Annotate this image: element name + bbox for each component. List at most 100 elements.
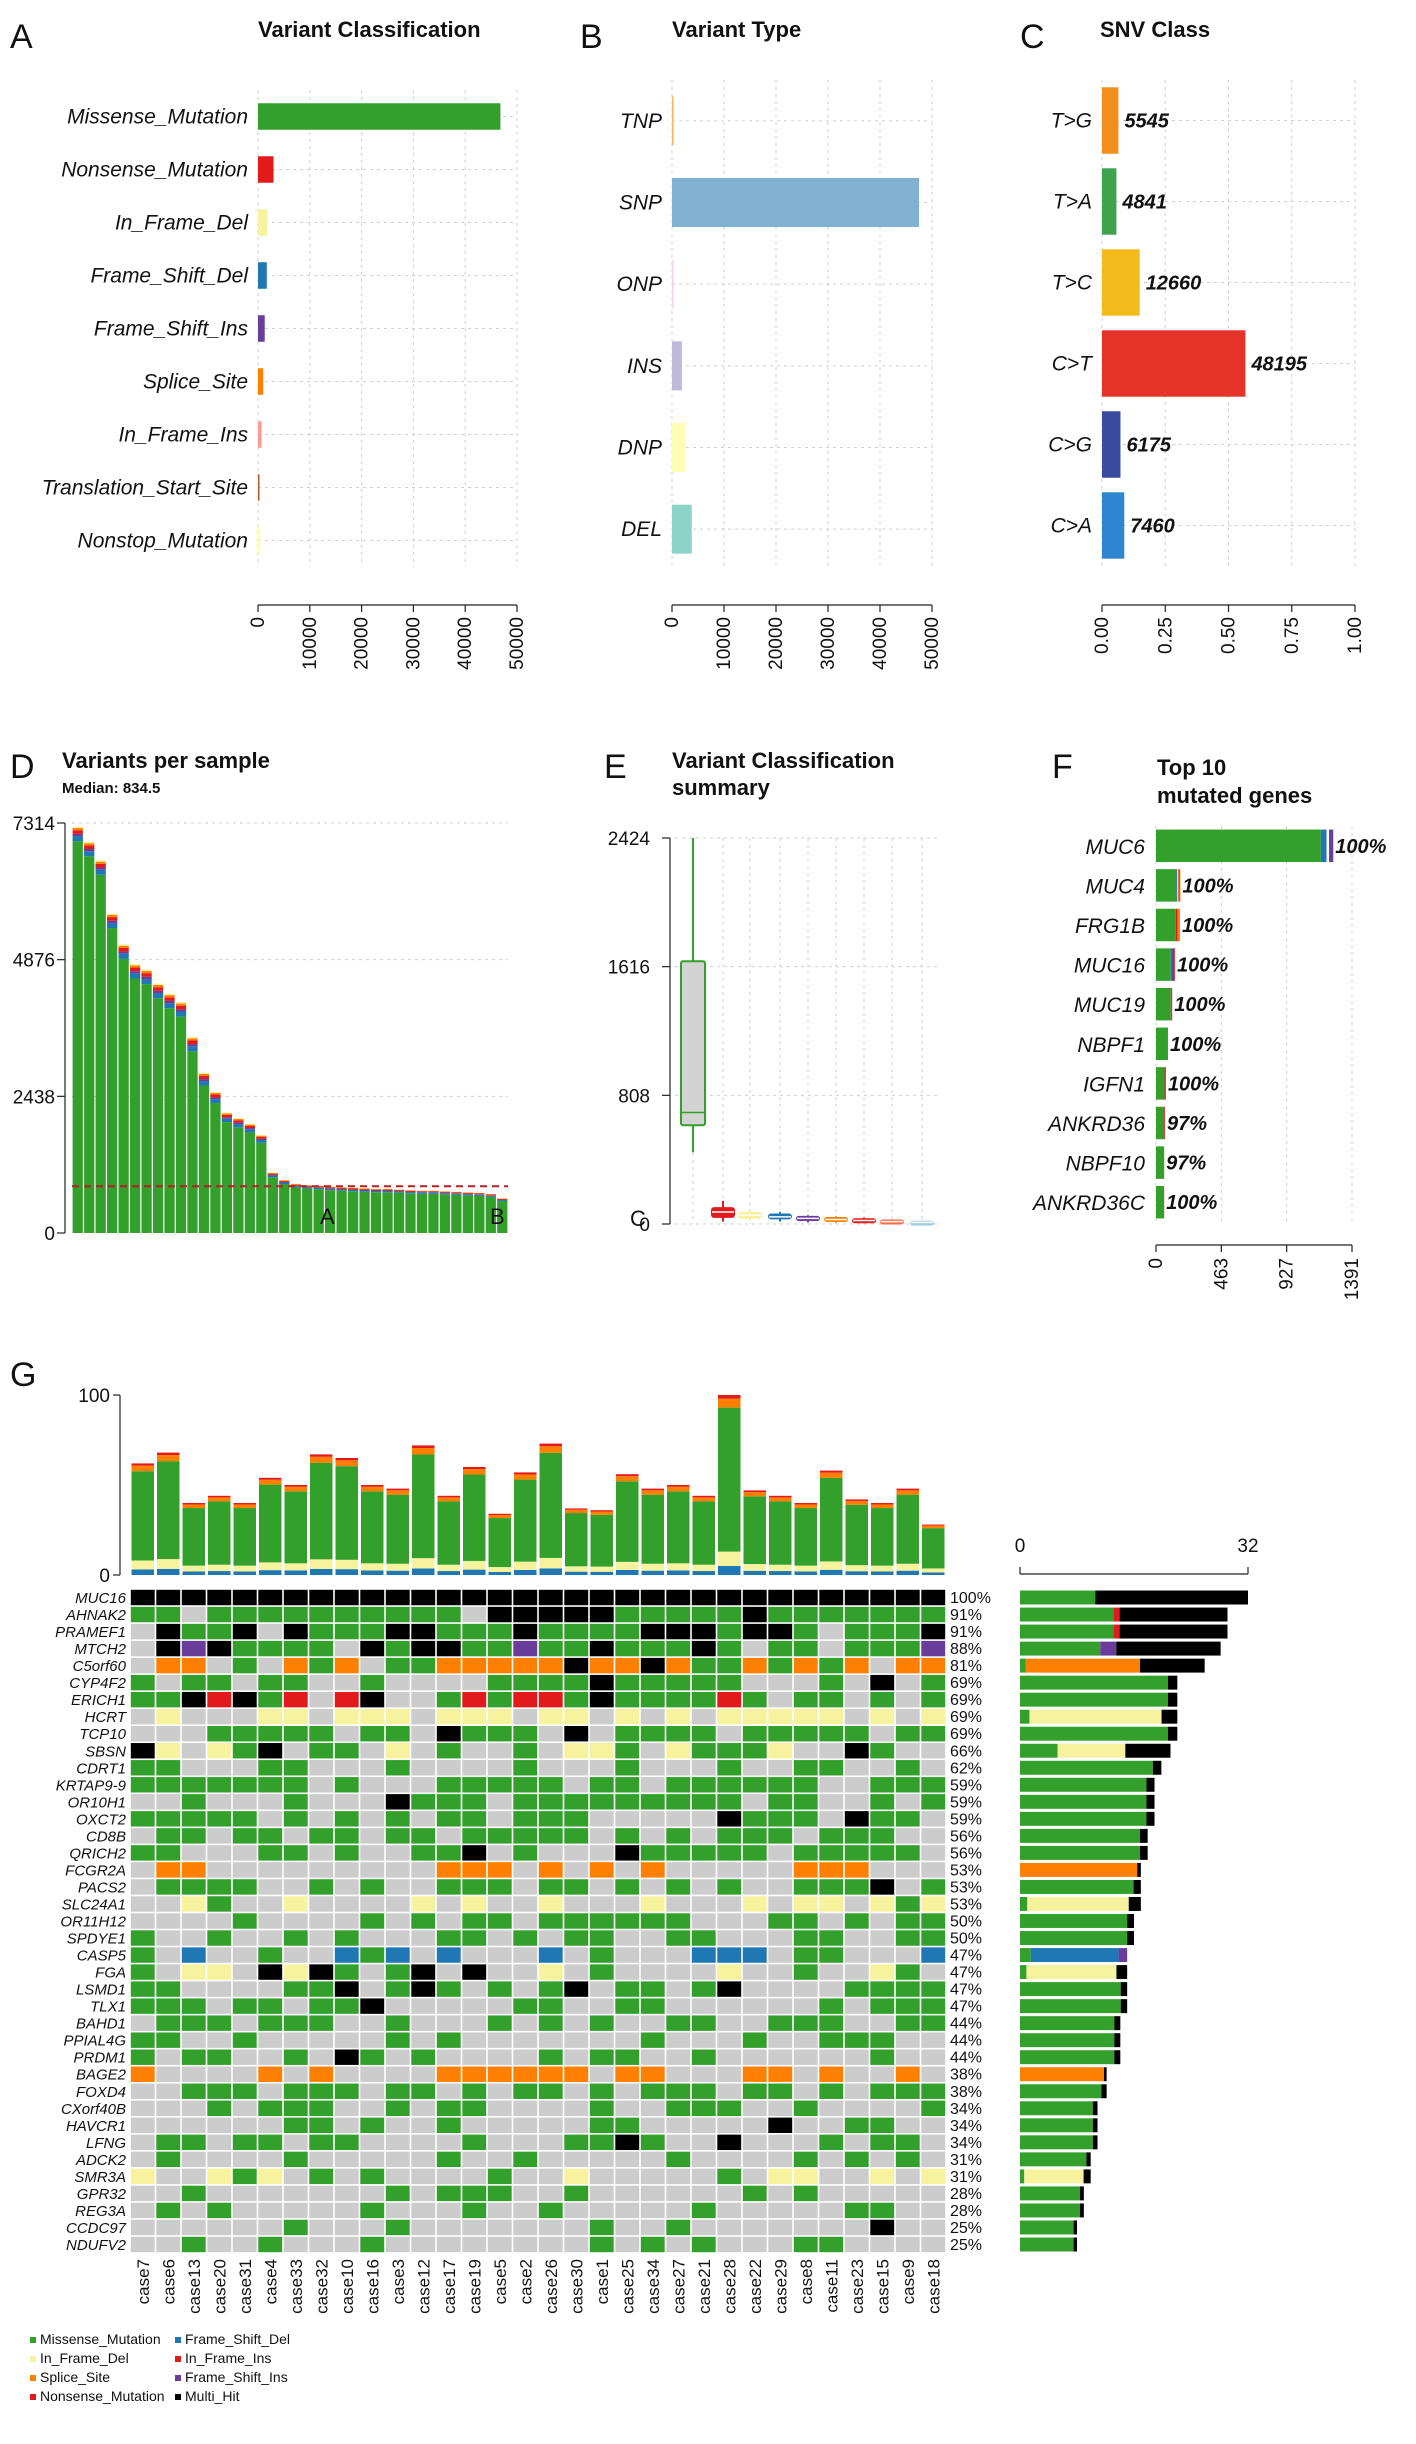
gene-total-bar <box>1020 1777 1147 1792</box>
percent-label: 100% <box>1177 955 1228 977</box>
heatmap-cell <box>564 2219 589 2236</box>
heatmap-cell <box>640 1862 665 1878</box>
heatmap-cell <box>844 2236 869 2253</box>
heatmap-cell <box>895 1879 920 1895</box>
heatmap-cell <box>564 1811 589 1827</box>
gene-label: FCGR2A <box>65 1862 126 1879</box>
percent-label: 44% <box>950 2016 982 2033</box>
heatmap-cell <box>921 1845 946 1861</box>
gene-total-bar <box>1025 1658 1141 1673</box>
bar-segment <box>72 828 83 831</box>
tmb-bar-segment <box>667 1486 690 1492</box>
heatmap-cell <box>411 1964 436 1980</box>
heatmap-cell <box>921 2236 946 2253</box>
gene-total-bar <box>1092 2118 1098 2133</box>
heatmap-cell <box>768 2134 793 2151</box>
bar-segment <box>302 1186 313 1188</box>
heatmap-cell <box>283 1845 308 1861</box>
heatmap-cell <box>360 2032 385 2048</box>
heatmap-cell <box>130 2202 155 2219</box>
x-tick-label: 50000 <box>922 617 943 670</box>
gene-label: CXorf40B <box>61 2101 126 2118</box>
gene-total-bar <box>1020 1709 1030 1724</box>
heatmap-cell <box>895 1674 920 1691</box>
heatmap-cell <box>768 1589 793 1606</box>
heatmap-cell <box>844 1811 869 1827</box>
heatmap-cell <box>130 1606 155 1623</box>
heatmap-cell <box>615 1794 640 1810</box>
heatmap-cell <box>487 1896 512 1912</box>
heatmap-cell <box>793 2185 818 2202</box>
heatmap-cell <box>360 1964 385 1980</box>
heatmap-cell <box>742 1760 767 1776</box>
heatmap-cell <box>793 1674 818 1691</box>
heatmap-cell <box>283 1726 308 1742</box>
heatmap-cell <box>334 1726 359 1742</box>
heatmap-cell <box>258 2015 283 2031</box>
bar-segment <box>198 1081 210 1086</box>
heatmap-cell <box>717 1998 742 2014</box>
heatmap-cell <box>717 1691 742 1708</box>
heatmap-cell <box>462 2049 487 2065</box>
heatmap-cell <box>615 1589 640 1606</box>
bar-segment <box>497 1200 508 1202</box>
heatmap-cell <box>334 2015 359 2031</box>
heatmap-cell <box>309 2083 334 2099</box>
heatmap-cell <box>921 1777 946 1793</box>
heatmap-cell <box>717 1589 742 1606</box>
gene-label: CCDC97 <box>66 2220 127 2237</box>
heatmap-cell <box>615 2236 640 2253</box>
bar-segment <box>359 1189 370 1191</box>
heatmap-cell <box>895 1743 920 1759</box>
heatmap-cell <box>130 1760 155 1776</box>
heatmap-cell <box>819 1896 844 1912</box>
bar-segment <box>267 1177 278 1233</box>
heatmap-cell <box>411 2015 436 2031</box>
heatmap-cell <box>283 1794 308 1810</box>
heatmap-cell <box>793 2100 818 2116</box>
heatmap-cell <box>640 1708 665 1725</box>
heatmap-cell <box>258 2219 283 2236</box>
heatmap-cell <box>513 1674 538 1691</box>
bar-segment <box>164 993 175 996</box>
tmb-bar-segment <box>794 1571 817 1575</box>
heatmap-cell <box>691 1811 716 1827</box>
heatmap-cell <box>130 1811 155 1827</box>
gene-total-bar <box>1020 1999 1121 2014</box>
bar-segment <box>359 1191 370 1233</box>
heatmap-cell <box>870 1981 895 1997</box>
heatmap-cell <box>691 1896 716 1912</box>
heatmap-cell <box>742 1862 767 1878</box>
heatmap-cell <box>819 2236 844 2253</box>
sample-label: case7 <box>134 2259 153 2304</box>
x-tick-label: 0.75 <box>1282 617 1303 654</box>
heatmap-cell <box>691 2134 716 2151</box>
heatmap-cell <box>666 2219 691 2236</box>
heatmap-cell <box>666 1674 691 1691</box>
heatmap-cell <box>921 1606 946 1623</box>
heatmap-cell <box>666 1879 691 1895</box>
tmb-bar-segment <box>182 1503 205 1505</box>
heatmap-cell <box>462 1674 487 1691</box>
tmb-bar-segment <box>896 1490 919 1495</box>
top-y-tick-label: 0 <box>99 1566 110 1587</box>
heatmap-cell <box>462 2083 487 2099</box>
bar-segment <box>221 1118 233 1123</box>
heatmap-cell <box>640 1726 665 1742</box>
heatmap-cell <box>309 2236 334 2253</box>
percent-label: 34% <box>950 2118 982 2135</box>
bar-segment <box>1320 829 1327 863</box>
sample-label: case27 <box>669 2259 688 2314</box>
x-tick-label: 0.25 <box>1155 617 1176 654</box>
heatmap-cell <box>921 1828 946 1844</box>
tmb-bar-segment <box>692 1497 715 1502</box>
heatmap-cell <box>258 1674 283 1691</box>
heatmap-cell <box>870 1674 895 1691</box>
heatmap-cell <box>844 1828 869 1844</box>
heatmap-cell <box>181 1623 206 1640</box>
tmb-bar-segment <box>794 1504 817 1509</box>
tmb-bar-segment <box>157 1461 180 1560</box>
bar-segment <box>290 1185 301 1187</box>
heatmap-cell <box>156 1589 181 1606</box>
